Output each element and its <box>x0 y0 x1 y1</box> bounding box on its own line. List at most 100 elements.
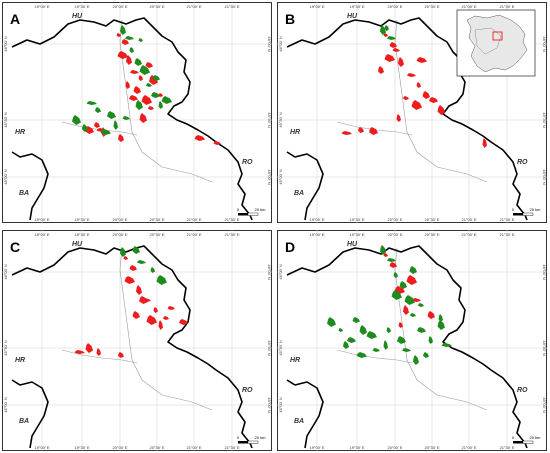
inset-locator-map <box>456 9 536 77</box>
country-border <box>11 151 49 221</box>
green-habitat-patch <box>151 92 160 98</box>
green-habitat-patch <box>135 100 143 110</box>
lon-tick-label: 19°30' E <box>74 232 89 237</box>
green-habitat-patch <box>387 258 396 262</box>
green-habitat-patch <box>120 247 126 257</box>
green-habitat-patch <box>82 124 88 132</box>
country-border <box>286 17 528 221</box>
green-habitat-patch <box>384 25 389 31</box>
green-habitat-patch <box>428 336 433 344</box>
lon-tick-label: 19°00' E <box>34 445 49 450</box>
scale-bar-segment <box>522 212 534 216</box>
lon-tick-label: 20°30' E <box>424 445 439 450</box>
red-habitat-patch <box>392 48 400 52</box>
country-border <box>11 379 49 449</box>
panel-label: A <box>10 11 20 27</box>
red-habitat-patch <box>96 348 101 356</box>
red-habitat-patch <box>139 113 147 123</box>
green-habitat-patch <box>113 120 118 130</box>
green-habitat-patch <box>343 341 349 349</box>
scale-zero-label: 0 <box>512 207 515 212</box>
lat-tick-label: 45°00' N <box>3 169 8 184</box>
green-habitat-patch <box>107 111 116 119</box>
red-habitat-patch <box>383 33 388 37</box>
red-habitat-patch <box>130 70 139 74</box>
red-habitat-patch <box>358 127 364 133</box>
lon-tick-label: 21°30' E <box>499 217 514 222</box>
red-habitat-patch <box>138 75 143 81</box>
map-frame <box>2 230 272 451</box>
lat-tick-label: 45°30' N <box>542 112 547 127</box>
lat-tick-label: 45°30' N <box>278 112 283 127</box>
green-habitat-patch <box>156 275 167 285</box>
country-border <box>11 245 253 449</box>
red-habitat-patch <box>116 33 121 37</box>
lat-tick-label: 45°00' N <box>542 169 547 184</box>
green-habitat-patch <box>387 36 396 40</box>
scale-distance-label: 20 km <box>255 207 267 212</box>
lon-tick-label: 19°30' E <box>74 4 89 9</box>
green-habitat-patch <box>139 65 150 75</box>
red-habitat-patch <box>74 350 85 354</box>
green-habitat-patch <box>391 290 402 300</box>
lon-tick-label: 20°00' E <box>112 4 127 9</box>
lon-tick-label: 20°00' E <box>387 445 402 450</box>
scale-bar: 0 20 km <box>237 207 266 216</box>
lat-tick-label: 45°00' N <box>278 169 283 184</box>
river-line <box>61 349 138 364</box>
lon-tick-label: 20°00' E <box>112 217 127 222</box>
green-habitat-patch <box>437 320 445 330</box>
green-habitat-patch <box>356 352 367 358</box>
lat-tick-label: 45°00' N <box>278 397 283 412</box>
green-habitat-patch <box>393 272 398 278</box>
map-panel-d: 19°00' E 19°00' E 19°30' E 19°30' E 20°00' E… <box>277 230 547 451</box>
lon-tick-label: 21°00' E <box>186 232 201 237</box>
green-habitat-patch <box>327 317 336 327</box>
green-habitat-patch <box>146 83 152 87</box>
red-habitat-patch <box>167 306 175 310</box>
red-habitat-patch <box>133 86 141 94</box>
map-svg: 19°00' E 19°00' E 19°30' E 19°30' E 20°00' E… <box>2 2 272 223</box>
lon-tick-label: 21°30' E <box>224 445 239 450</box>
red-habitat-patch <box>163 316 169 320</box>
red-habitat-patch <box>149 75 158 85</box>
red-habitat-patch <box>179 319 188 325</box>
red-habitat-patch <box>482 138 487 148</box>
green-habitat-patch <box>122 116 130 120</box>
country-label: BA <box>294 190 304 197</box>
red-habitat-patch <box>416 82 421 88</box>
country-label: HR <box>290 129 300 136</box>
lon-tick-label: 20°30' E <box>149 445 164 450</box>
green-habitat-patch <box>380 25 386 35</box>
red-habitat-patch <box>398 322 403 328</box>
red-habitat-patch <box>369 127 378 135</box>
scale-bar-segment <box>247 212 259 216</box>
lon-tick-label: 20°00' E <box>112 445 127 450</box>
red-habitat-patch <box>398 57 404 67</box>
green-habitat-patch <box>138 38 143 42</box>
red-habitat-patch <box>213 141 221 145</box>
red-habitat-patch <box>407 73 416 77</box>
green-habitat-patch <box>397 336 406 344</box>
lon-tick-label: 21°00' E <box>461 232 476 237</box>
green-habitat-patch <box>86 101 97 105</box>
country-label: BA <box>19 190 29 197</box>
scale-distance-label: 20 km <box>530 207 542 212</box>
green-habitat-patch <box>129 47 134 53</box>
lat-tick-label: 45°30' N <box>267 112 272 127</box>
green-habitat-patch <box>386 327 391 333</box>
red-habitat-patch <box>396 114 401 122</box>
lat-tick-label: 46°00' N <box>542 264 547 279</box>
green-habitat-patch <box>137 260 146 264</box>
map-panel-b: 19°00' E 19°00' E 19°30' E 19°30' E 20°00' E… <box>277 2 547 223</box>
lat-tick-label: 46°00' N <box>278 36 283 51</box>
red-habitat-patch <box>94 122 100 128</box>
lon-tick-label: 19°30' E <box>349 445 364 450</box>
red-habitat-patch <box>341 131 352 135</box>
red-habitat-patch <box>117 51 128 59</box>
red-habitat-patch <box>194 135 205 141</box>
green-habitat-patch <box>95 107 101 113</box>
map-svg: 19°00' E 19°00' E 19°30' E 19°30' E 20°00' E… <box>277 230 547 451</box>
red-habitat-patch <box>126 55 132 65</box>
lon-tick-label: 20°00' E <box>387 217 402 222</box>
